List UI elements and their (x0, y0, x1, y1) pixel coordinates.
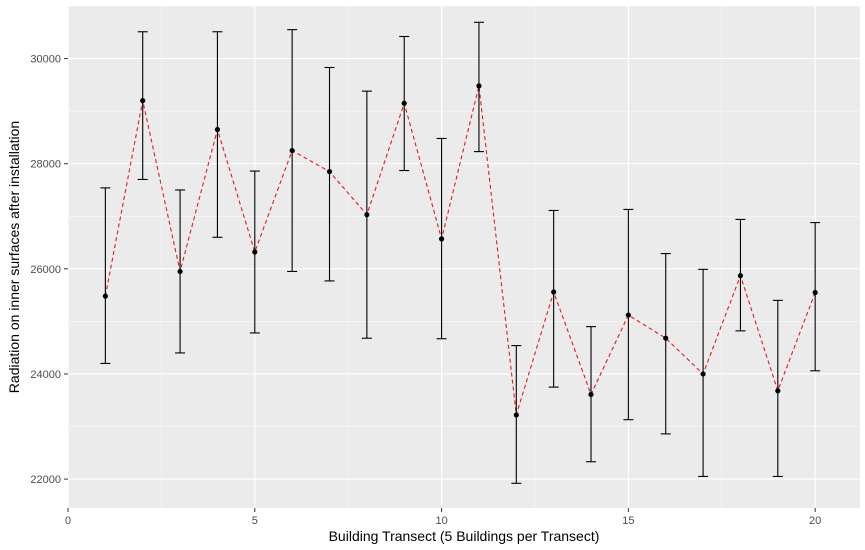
y-tick-label: 26000 (30, 264, 61, 276)
data-point (401, 100, 407, 106)
x-tick-label: 0 (65, 515, 71, 527)
point-layer (102, 83, 818, 418)
data-point (700, 371, 706, 377)
y-axis: 22000 24000 26000 28000 30000 (30, 54, 68, 486)
data-point (252, 249, 258, 255)
data-point (177, 268, 183, 275)
y-tick-label: 28000 (30, 159, 61, 171)
data-point (625, 312, 631, 318)
data-point (775, 388, 781, 394)
data-point (663, 335, 669, 341)
y-tick-label: 24000 (30, 369, 61, 381)
data-point (214, 126, 221, 133)
x-axis-title: Building Transect (5 Buildings per Trans… (329, 528, 600, 544)
data-point (326, 168, 333, 175)
data-point (588, 391, 594, 398)
data-point (140, 98, 146, 104)
x-tick-label: 5 (252, 515, 258, 527)
series-line-layer (104, 85, 816, 416)
series-line (104, 85, 816, 416)
plot-panel (68, 6, 860, 508)
data-point (476, 83, 482, 89)
x-tick-label: 20 (809, 515, 821, 527)
data-point (812, 289, 818, 296)
y-axis-title: Radiation on inner surfaces after instal… (6, 121, 22, 393)
data-point (364, 212, 370, 218)
errorbar (212, 31, 223, 238)
errorbar (100, 187, 111, 364)
errorbar (660, 253, 671, 435)
errorbar (810, 222, 821, 372)
data-point (289, 147, 295, 154)
data-point (737, 273, 744, 279)
data-point (102, 293, 108, 299)
data-point (513, 412, 519, 418)
data-point (438, 236, 445, 242)
data-point (551, 289, 557, 295)
x-tick-label: 15 (622, 515, 634, 527)
x-tick-label: 10 (435, 515, 447, 527)
x-axis: 0 5 10 15 20 (65, 508, 821, 527)
minor-gridlines (68, 5, 860, 508)
errorbar (324, 66, 335, 282)
errorbar (137, 31, 148, 181)
y-tick-label: 30000 (30, 54, 61, 66)
errorbar (548, 209, 559, 388)
y-tick-label: 22000 (30, 474, 61, 486)
